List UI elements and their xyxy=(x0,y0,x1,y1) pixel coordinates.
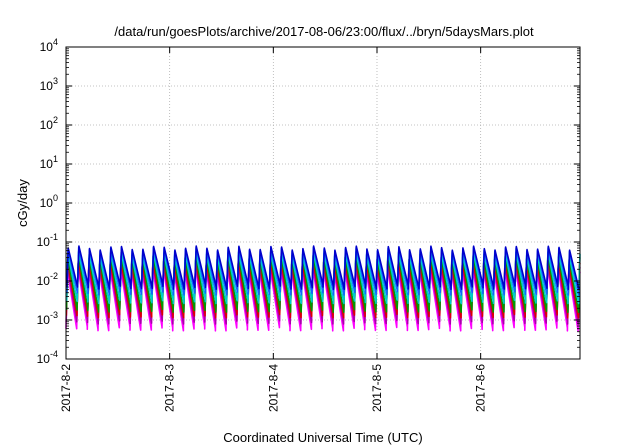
y-tick-label: 101 xyxy=(40,154,58,171)
y-tick-label: 103 xyxy=(40,76,58,93)
y-tick-label: 10-2 xyxy=(37,271,58,288)
y-tick-label: 10-4 xyxy=(37,349,58,366)
series-group xyxy=(65,245,581,332)
chart-title: /data/run/goesPlots/archive/2017-08-06/2… xyxy=(114,24,534,39)
x-tick-label: 2017-8-6 xyxy=(474,364,488,412)
x-tick-label: 2017-8-4 xyxy=(266,364,280,412)
y-tick-exponent: -2 xyxy=(50,271,58,281)
series-line xyxy=(66,246,580,296)
y-tick-exponent: 3 xyxy=(53,76,58,86)
y-tick-label: 10-3 xyxy=(37,310,58,327)
y-tick-exponent: 4 xyxy=(53,37,58,47)
y-tick-exponent: 2 xyxy=(53,115,58,125)
y-tick-label: 102 xyxy=(40,115,58,132)
y-tick-label: 104 xyxy=(40,37,58,54)
y-tick-exponent: 1 xyxy=(53,154,58,164)
y-tick-label: 100 xyxy=(40,193,58,210)
y-tick-exponent: -3 xyxy=(50,310,58,320)
series-line xyxy=(66,245,580,290)
x-tick-label: 2017-8-3 xyxy=(163,364,177,412)
y-tick-exponent: 0 xyxy=(53,193,58,203)
y-tick-exponent: -4 xyxy=(50,349,58,359)
y-tick-label: 10-1 xyxy=(37,232,58,249)
x-tick-label: 2017-8-5 xyxy=(370,364,384,412)
y-axis-label: cGy/day xyxy=(15,179,30,227)
y-tick-exponent: -1 xyxy=(50,232,58,242)
x-axis-label: Coordinated Universal Time (UTC) xyxy=(223,430,422,445)
x-tick-label: 2017-8-2 xyxy=(59,364,73,412)
grid xyxy=(66,47,580,359)
